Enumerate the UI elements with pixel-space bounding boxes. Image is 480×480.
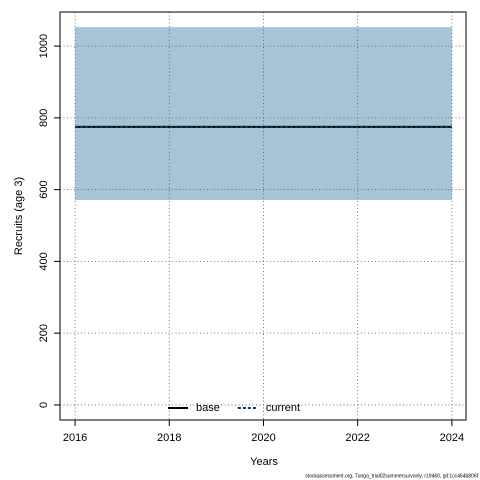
x-axis-label: Years bbox=[250, 456, 278, 468]
legend-label: current bbox=[266, 402, 300, 414]
x-tick-label: 2018 bbox=[157, 432, 181, 444]
plot-frame bbox=[59, 11, 467, 421]
footer: stockassessment.org, Tunga_trial02summer… bbox=[305, 473, 478, 479]
y-tick-label: 1000 bbox=[38, 34, 50, 58]
y-axis-label: Recruits (age 3) bbox=[13, 177, 25, 255]
legend-label: base bbox=[196, 402, 220, 414]
x-tick-label: 2024 bbox=[440, 432, 464, 444]
y-tick-label: 0 bbox=[38, 402, 50, 408]
x-tick-label: 2020 bbox=[251, 432, 275, 444]
y-tick-label: 600 bbox=[38, 180, 50, 198]
y-tick-label: 200 bbox=[38, 324, 50, 342]
y-tick-label: 800 bbox=[38, 109, 50, 127]
x-tick-label: 2016 bbox=[63, 432, 87, 444]
x-tick-label: 2022 bbox=[345, 432, 369, 444]
y-tick-label: 400 bbox=[38, 252, 50, 270]
